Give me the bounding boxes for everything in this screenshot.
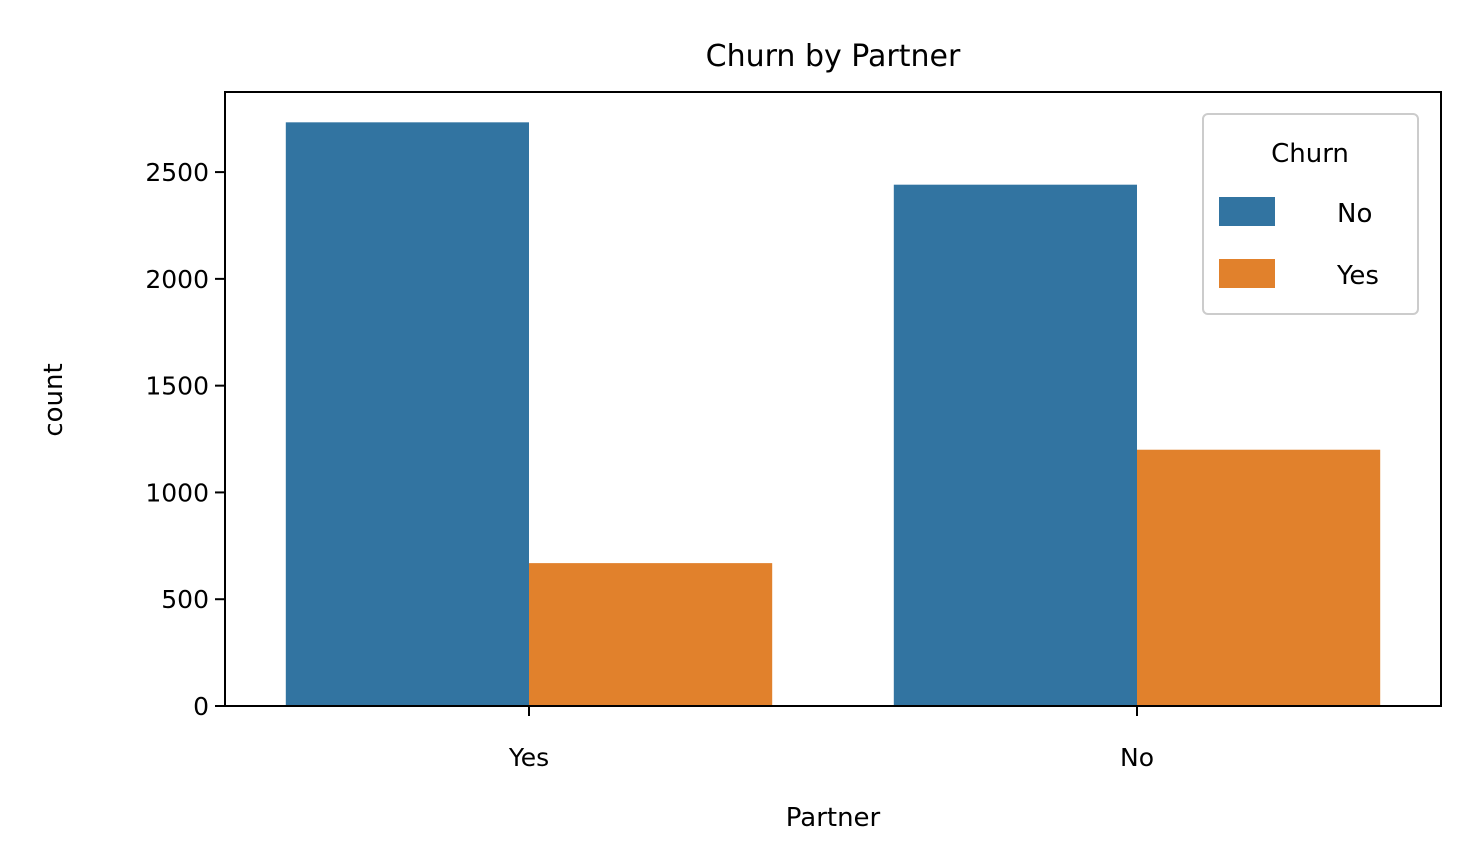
legend: Churn No Yes xyxy=(1202,113,1419,315)
chart-title: Churn by Partner xyxy=(706,39,961,74)
legend-items: No Yes xyxy=(1219,197,1379,291)
x-axis-label: Partner xyxy=(786,803,881,833)
y-tick-label: 1500 xyxy=(145,372,209,401)
x-axis: Yes No xyxy=(508,706,1154,772)
x-tick-label: Yes xyxy=(508,743,549,772)
bars-group xyxy=(285,122,1381,706)
y-tick-label: 1000 xyxy=(145,478,209,507)
y-tick-label: 2000 xyxy=(145,265,209,294)
y-tick-label: 0 xyxy=(193,692,209,721)
bar-yes-churn-yes xyxy=(529,563,773,706)
legend-label-no: No xyxy=(1337,199,1372,229)
legend-swatch-yes xyxy=(1219,259,1275,288)
bar-yes-churn-no xyxy=(285,122,529,706)
y-axis-label: count xyxy=(39,363,69,436)
legend-swatch-no xyxy=(1219,197,1275,226)
bar-no-churn-yes xyxy=(1137,449,1381,706)
plot-frame xyxy=(224,91,1442,707)
y-axis: 0 500 1000 1500 2000 2500 xyxy=(145,158,225,721)
legend-title: Churn xyxy=(1271,139,1349,169)
bar-no-churn-no xyxy=(893,184,1137,706)
y-tick-label: 2500 xyxy=(145,158,209,187)
x-tick-label: No xyxy=(1120,743,1154,772)
legend-label-yes: Yes xyxy=(1336,261,1379,291)
y-tick-label: 500 xyxy=(161,585,209,614)
